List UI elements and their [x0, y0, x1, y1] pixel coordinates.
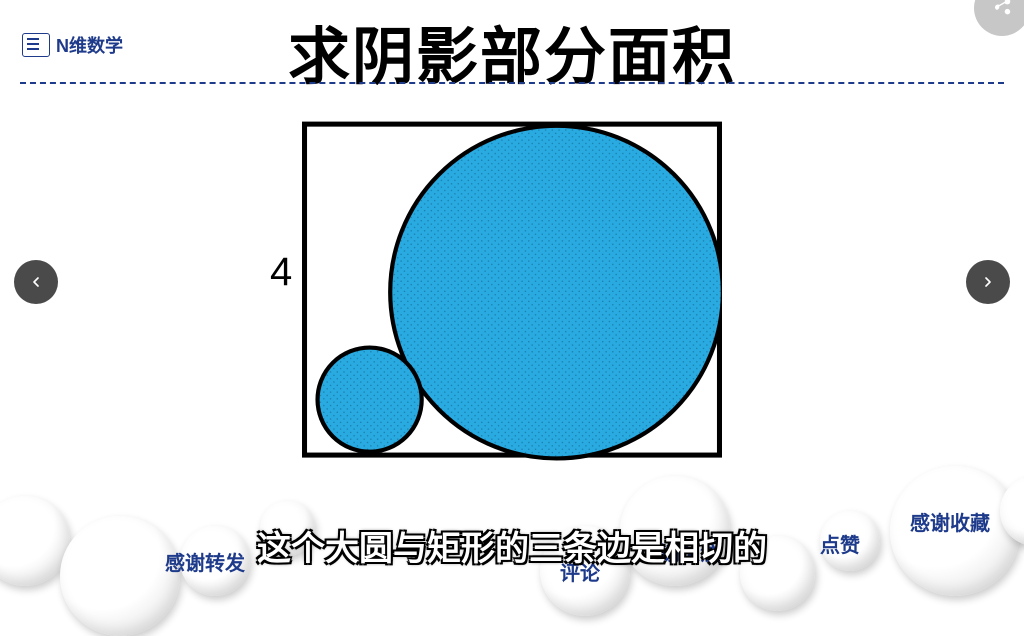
brand-text: N维数学 [56, 32, 123, 58]
brand: N维数学 [22, 32, 123, 58]
prev-button[interactable] [14, 260, 58, 304]
next-button[interactable] [966, 260, 1010, 304]
chevron-left-icon [28, 274, 44, 290]
divider [20, 82, 1004, 84]
chevron-right-icon [980, 274, 996, 290]
geometry-figure [302, 88, 722, 513]
dimension-label-left: 4 [270, 250, 292, 295]
subtitle-caption: 这个大圆与矩形的三条边是相切的 [0, 521, 1024, 570]
note-icon [22, 33, 50, 57]
